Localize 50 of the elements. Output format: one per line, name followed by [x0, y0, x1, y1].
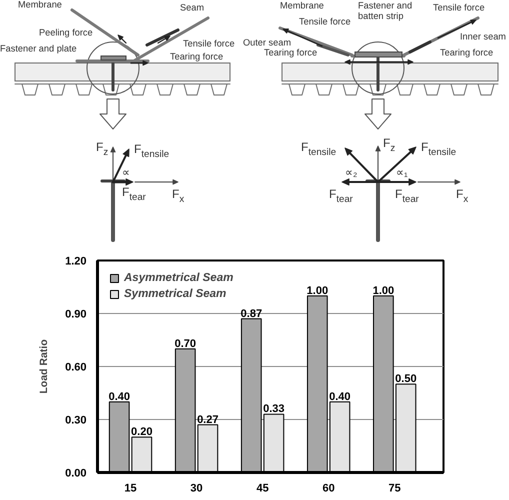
y-tick-label: 0.60 [65, 362, 87, 374]
text: Tensile force [299, 16, 351, 27]
data-label: 0.87 [240, 308, 262, 320]
text: Peeling force [39, 28, 93, 38]
text: Tensile force [433, 2, 485, 13]
text: F$_{tear}$ [395, 186, 420, 206]
text: F$_{z}$ [383, 136, 396, 154]
data-label: 1.00 [306, 284, 328, 297]
text: F$_{tear}$ [122, 184, 147, 204]
text: F$_{tensile}$ [134, 142, 170, 160]
text: Tensile force [183, 38, 235, 49]
text: F$_{z}$ [96, 140, 108, 158]
data-label: 0.70 [174, 338, 196, 350]
text: Tearing force [440, 48, 494, 58]
text: ∝₁ [396, 167, 408, 180]
text: F$_{tensile}$ [421, 140, 456, 158]
text: Outer seam [243, 38, 292, 48]
y-tick-label: 0.00 [65, 468, 87, 480]
text: Membrane [280, 0, 324, 11]
x-tick-label: 45 [256, 482, 269, 494]
text: Inner seam [460, 32, 506, 42]
text: ∝ [122, 167, 130, 180]
x-tick-label: 60 [322, 482, 335, 494]
data-label: 0.33 [263, 403, 285, 416]
y-tick-label: 0.30 [65, 414, 87, 426]
text: Seam [180, 2, 204, 13]
data-label: 0.40 [329, 390, 351, 403]
legend-label: Symmetrical Seam [124, 288, 226, 300]
text: Tearing force [264, 48, 318, 58]
x-tick-label: 75 [388, 482, 401, 494]
text: F$_{tensile}$ [301, 140, 336, 158]
data-label: 0.50 [395, 373, 417, 386]
data-label: 0.27 [197, 414, 218, 426]
text: F$_{x}$ [172, 186, 184, 206]
text: F$_{x}$ [456, 186, 468, 206]
text: Tearing force [170, 52, 224, 62]
y-axis-title: Load Ratio [38, 339, 50, 394]
text: ∝₂ [345, 167, 358, 180]
x-tick-label: 15 [124, 482, 137, 494]
text: F$_{tear}$ [329, 186, 354, 206]
text: Fastener and batten strip [358, 0, 412, 22]
y-tick-label: 1.20 [65, 256, 87, 268]
x-tick-label: 30 [190, 482, 203, 494]
data-label: 0.20 [131, 426, 152, 438]
y-tick-label: 0.90 [65, 308, 87, 320]
data-label: 0.40 [108, 390, 130, 403]
legend-label: Asymmetrical Seam [124, 272, 234, 284]
text: Fastener and plate [0, 44, 77, 54]
data-label: 1.00 [372, 284, 394, 297]
text: Membrane [18, 0, 62, 10]
